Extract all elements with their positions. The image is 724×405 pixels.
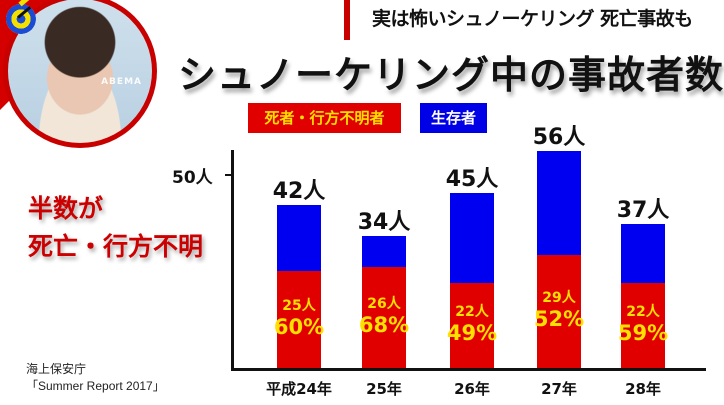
dead-percent-label: 60% xyxy=(273,314,325,339)
bar-total-label: 56人 xyxy=(532,125,586,150)
bar-segment-survivors xyxy=(537,151,581,255)
dead-percent-label: 68% xyxy=(358,312,410,337)
dead-count-label: 26人 xyxy=(367,295,401,312)
dead-count-label: 29人 xyxy=(542,289,576,306)
callout-line-2: 死亡・行方不明 xyxy=(28,232,204,261)
source-citation: 海上保安庁 「Summer Report 2017」 xyxy=(26,361,165,395)
y-tick-50 xyxy=(225,174,234,176)
x-tick-label: 平成24年 xyxy=(266,380,332,398)
bar-1: 26人 68% xyxy=(359,236,409,368)
x-tick-label: 25年 xyxy=(366,380,402,398)
chart-title: シュノーケリング中の事故者数 xyxy=(178,53,724,97)
bar-2: 22人 49% xyxy=(447,193,497,368)
dead-percent-label: 59% xyxy=(617,320,669,345)
bar-segment-dead-missing xyxy=(450,283,494,368)
bar-total-label: 45人 xyxy=(445,167,499,192)
bar-total-label: 37人 xyxy=(616,198,670,223)
x-tick-label: 26年 xyxy=(454,380,490,398)
dead-percent-label: 52% xyxy=(533,306,585,331)
legend-dead-missing: 死者・行方不明者 xyxy=(248,103,401,133)
dead-percent-label: 49% xyxy=(446,320,498,345)
bar-total-label: 34人 xyxy=(357,210,411,235)
bar-segment-dead-missing xyxy=(621,283,665,368)
source-report: 「Summer Report 2017」 xyxy=(26,379,165,393)
bar-3: 29人 52% xyxy=(534,151,584,368)
legend-survivors: 生存者 xyxy=(420,103,487,133)
y-axis xyxy=(231,150,234,371)
bar-total-label: 42人 xyxy=(272,179,326,204)
subtitle-accent-bar xyxy=(344,0,350,40)
bar-0: 25人 60% xyxy=(274,205,324,368)
dead-count-label: 22人 xyxy=(455,303,489,320)
bar-segment-dead-missing xyxy=(277,271,321,368)
source-agency: 海上保安庁 xyxy=(26,362,87,376)
bar-inner-label: 25人 60% xyxy=(267,297,331,339)
bar-segment-survivors xyxy=(621,224,665,283)
bar-inner-label: 22人 49% xyxy=(440,303,504,345)
bar-segment-survivors xyxy=(277,205,321,271)
subtitle: 実は怖いシュノーケリング 死亡事故も xyxy=(372,8,693,30)
y-tick-label: 50人 xyxy=(172,168,213,188)
callout-line-1: 半数が xyxy=(28,194,104,223)
bar-4: 22人 59% xyxy=(618,224,668,368)
dead-count-label: 22人 xyxy=(626,303,660,320)
bar-segment-dead-missing xyxy=(537,255,581,368)
x-tick-label: 28年 xyxy=(625,380,661,398)
bar-segment-survivors xyxy=(450,193,494,283)
dead-count-label: 25人 xyxy=(282,297,316,314)
avatar-background-text: ABEMA xyxy=(101,77,142,87)
bar-segment-survivors xyxy=(362,236,406,267)
bar-inner-label: 29人 52% xyxy=(527,289,591,331)
bar-segment-dead-missing xyxy=(362,267,406,368)
x-tick-label: 27年 xyxy=(541,380,577,398)
target-logo-icon xyxy=(6,4,36,34)
bar-inner-label: 22人 59% xyxy=(611,303,675,345)
x-axis xyxy=(231,368,706,371)
bar-inner-label: 26人 68% xyxy=(352,295,416,337)
callout-annotation: 半数が 死亡・行方不明 xyxy=(28,190,203,266)
